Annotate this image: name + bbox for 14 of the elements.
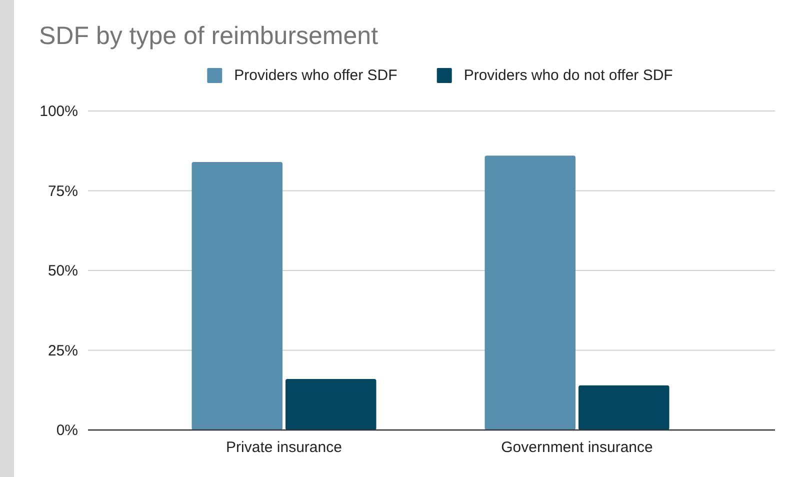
chart-title: SDF by type of reimbursement	[39, 22, 378, 50]
bar	[578, 385, 670, 430]
bar	[286, 378, 376, 430]
y-tick-label: 50%	[48, 262, 78, 280]
bar	[192, 162, 282, 430]
legend-label: Providers who do not offer SDF	[464, 67, 673, 84]
y-tick-label: 100%	[40, 103, 78, 120]
y-tick-label: 25%	[48, 342, 78, 360]
x-tick-label: Government insurance	[501, 439, 653, 456]
y-tick-label: 0%	[56, 422, 78, 439]
y-tick-label: 75%	[48, 182, 78, 200]
legend-label: Providers who offer SDF	[234, 67, 398, 84]
x-tick-label: Private insurance	[226, 439, 342, 456]
bar	[484, 156, 576, 430]
